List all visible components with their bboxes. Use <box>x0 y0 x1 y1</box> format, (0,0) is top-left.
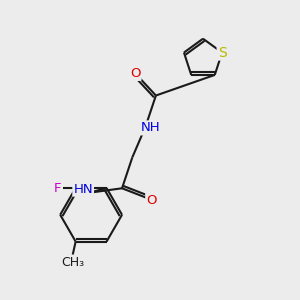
Text: F: F <box>54 182 62 194</box>
Text: O: O <box>146 194 157 207</box>
Text: O: O <box>130 67 140 80</box>
Text: S: S <box>218 46 226 59</box>
Text: CH₃: CH₃ <box>61 256 84 269</box>
Text: NH: NH <box>141 122 161 134</box>
Text: HN: HN <box>73 183 93 196</box>
